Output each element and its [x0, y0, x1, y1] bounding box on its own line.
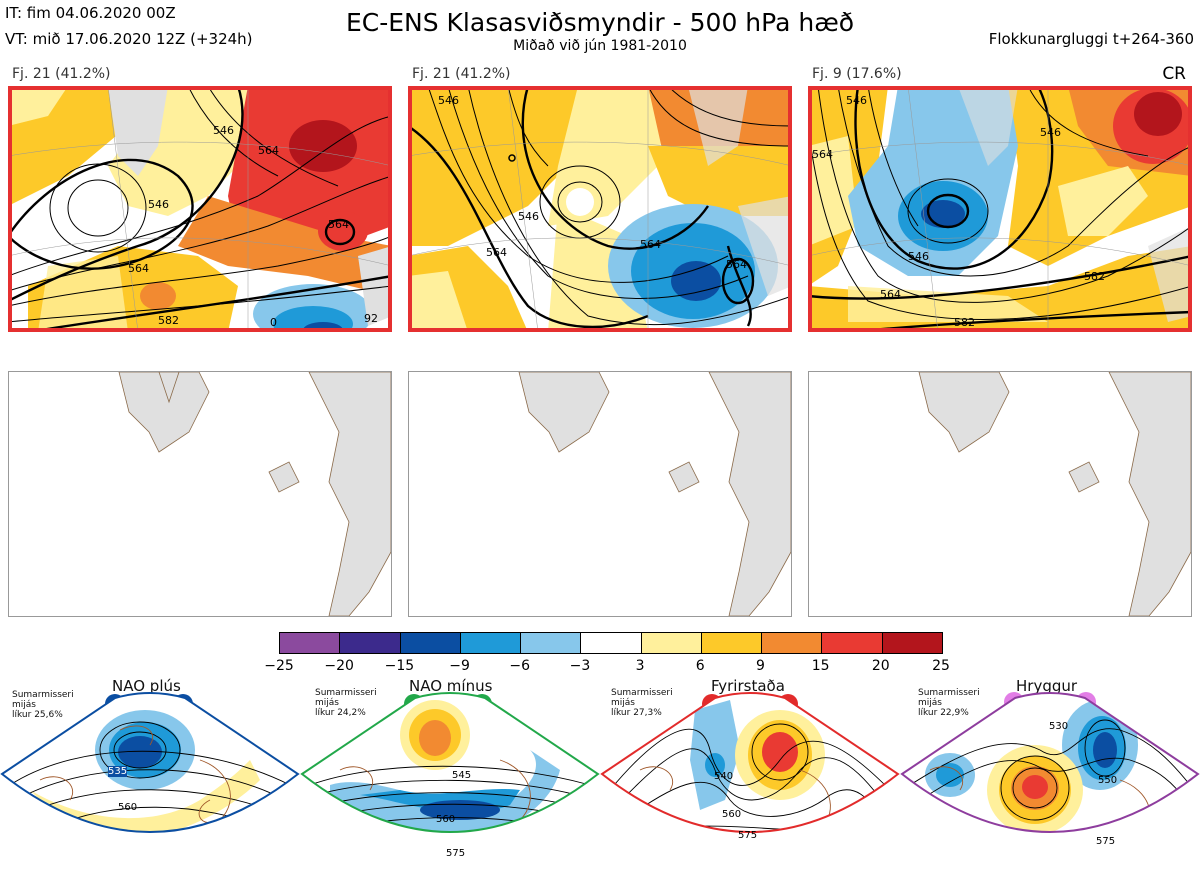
regime-3-contour: 575 [738, 830, 758, 841]
contour-label: 546 [148, 198, 169, 211]
contour-label: 582 [158, 314, 179, 327]
contour-label: 0 [270, 316, 277, 329]
regime-2-contour: 545 [452, 770, 472, 781]
cluster-map-2: 546 546 564 564 564 [408, 86, 792, 332]
colorbar-tick-label: 3 [635, 658, 645, 674]
contour-label: 546 [846, 94, 867, 107]
regime-1-contour: 560 [118, 802, 138, 813]
regime-map-blocking [600, 692, 900, 833]
colorbar-tick-label: 20 [871, 658, 890, 674]
regime-1-name: NAO plús [112, 677, 181, 695]
colorbar [279, 632, 943, 654]
contour-label: 564 [812, 148, 833, 161]
contour-label: 564 [486, 246, 507, 259]
colorbar-tick-label: −6 [509, 658, 531, 674]
contour-label: 92 [364, 312, 378, 325]
contour-label: 546 [438, 94, 459, 107]
colorbar-tick-label: −15 [384, 658, 415, 674]
colorbar-tick-label: −9 [449, 658, 470, 674]
cluster-map-1: 546 564 564 564 582 546 92 0 [8, 86, 392, 332]
colorbar-segment [460, 633, 522, 653]
regime-1-contour: 535 [108, 766, 128, 777]
colorbar-segment [701, 633, 763, 653]
regime-2-name: NAO mínus [409, 677, 493, 695]
valid-time: VT: mið 17.06.2020 12Z (+324h) [5, 30, 253, 48]
contour-label: 582 [954, 316, 975, 329]
colorbar-tick-label: 6 [695, 658, 705, 674]
contour-label: 582 [1084, 270, 1105, 283]
contour-label: 546 [1040, 126, 1061, 139]
panel-1-label: Fj. 21 (41.2%) [12, 66, 111, 82]
page-subtitle: Miðað við jún 1981-2010 [513, 38, 687, 54]
contour-label: 564 [128, 262, 149, 275]
colorbar-segment [882, 633, 942, 653]
regime-3-name: Fyrirstaða [711, 677, 785, 695]
colorbar-segment [581, 633, 642, 653]
initial-time: IT: fim 04.06.2020 00Z [5, 4, 176, 22]
contour-label: 546 [518, 210, 539, 223]
basemap-3 [808, 371, 1192, 617]
colorbar-segment [280, 633, 341, 653]
regime-3-contour: 540 [714, 771, 734, 782]
regime-2-note: Sumarmisseri mijás líkur 24,2% [315, 688, 377, 718]
regime-4-name: Hryggur [1016, 677, 1078, 695]
contour-label: 564 [640, 238, 661, 251]
regime-4-note: Sumarmisseri mijás líkur 22,9% [918, 688, 980, 718]
regime-4-contour: 530 [1049, 721, 1069, 732]
colorbar-tick-label: −3 [569, 658, 591, 674]
contour-label: 564 [880, 288, 901, 301]
regime-map-nao-minus [300, 692, 600, 833]
regime-1-note: Sumarmisseri mijás líkur 25,6% [12, 690, 74, 720]
contour-label: 564 [258, 144, 279, 157]
panel-3-label: Fj. 9 (17.6%) [812, 66, 902, 82]
basemap-2 [408, 371, 792, 617]
regime-3-contour: 560 [722, 809, 742, 820]
panel-2-label: Fj. 21 (41.2%) [412, 66, 511, 82]
colorbar-tick-label: 9 [755, 658, 765, 674]
colorbar-segment [340, 633, 401, 653]
classification-window: Flokkunargluggi t+264-360 [988, 30, 1194, 48]
panel-3-tag: CR [1162, 64, 1186, 84]
colorbar-tick-label: 15 [811, 658, 830, 674]
colorbar-tick-label: −20 [324, 658, 354, 674]
regime-map-ridge [900, 692, 1200, 833]
basemap-1 [8, 371, 392, 617]
regime-2-contour: 575 [446, 848, 466, 859]
regime-3-note: Sumarmisseri mijás líkur 27,3% [611, 688, 673, 718]
regime-2-contour: 560 [436, 814, 456, 825]
colorbar-segment [822, 633, 883, 653]
contour-label: 546 [213, 124, 234, 137]
colorbar-segment [400, 633, 461, 653]
cluster-map-3: 546 546 564 564 546 582 582 [808, 86, 1192, 332]
regime-4-contour: 550 [1098, 775, 1118, 786]
page-title: EC-ENS Klasasviðsmyndir - 500 hPa hæð [345, 8, 855, 37]
regime-4-contour: 575 [1096, 836, 1116, 847]
regime-maps [0, 692, 1200, 833]
colorbar-segment [521, 633, 582, 653]
regime-map-nao-plus [0, 692, 300, 833]
contour-label: 546 [908, 250, 929, 263]
contour-label: 564 [726, 258, 747, 271]
colorbar-tick-label: −25 [264, 658, 294, 674]
colorbar-segment [762, 633, 823, 653]
contour-label: 564 [328, 218, 349, 231]
colorbar-tick-label: 25 [932, 658, 950, 674]
colorbar-segment [641, 633, 702, 653]
